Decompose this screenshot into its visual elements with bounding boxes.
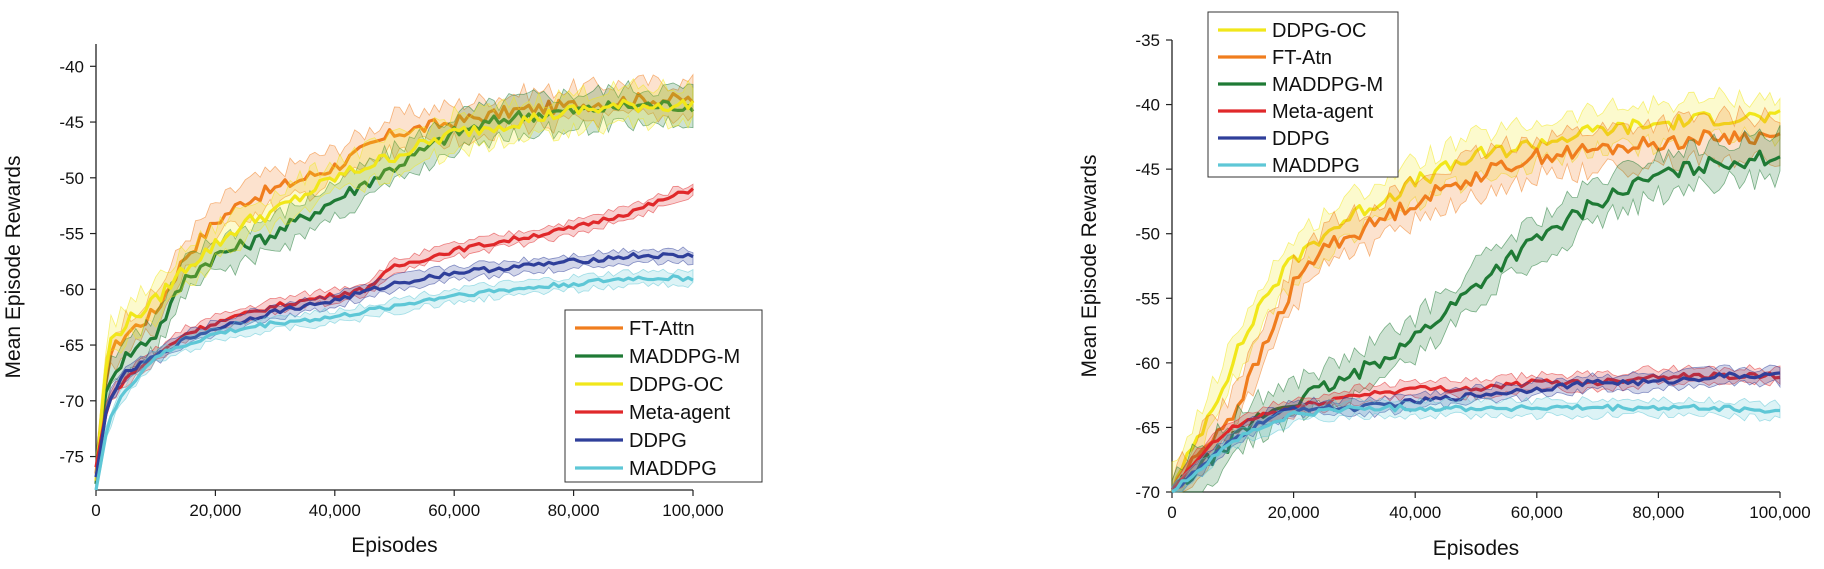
x-axis-title: Episodes [1433,537,1519,560]
x-tick-label: 20,000 [1268,503,1320,522]
y-tick-label: -70 [59,392,84,411]
x-tick-label: 40,000 [1389,503,1441,522]
series-line-ft-atn [1170,129,1781,493]
x-tick-label: 100,000 [662,501,723,520]
legend-label: DDPG-OC [629,374,723,396]
legend-label: Meta-agent [1272,101,1374,123]
x-tick-label: 0 [91,501,100,520]
chart-panel-2: -70 -65 -60 -55 -50 -45 -40 -35 0 20,000 40,000 60,… [1078,11,1811,560]
y-tick-label: -70 [1135,483,1160,502]
band-ddpg [95,246,694,486]
x-tick-label: 60,000 [1511,503,1563,522]
legend-label: DDPG [629,430,687,452]
legend-label: DDPG-OC [1272,20,1366,42]
x-axis-title: Episodes [351,534,437,557]
legend-label: MADDPG-M [629,346,740,368]
legend-label: DDPG [1272,128,1330,150]
legend-item-ddpg: DDPG [1218,128,1330,150]
legend: FT-Attn MADDPG-M DDPG-OC Meta-agent DDPG MADD… [564,309,763,483]
legend-item-meta-agent: Meta-agent [1218,101,1374,123]
x-tick-label: 0 [1167,503,1176,522]
chart-panel-1: -75 -70 -65 -60 -55 -50 -45 -40 0 20,000 40,000 60,… [2,44,763,557]
legend-item-ddpg-oc: DDPG-OC [1218,20,1366,42]
series-line-maddpg [1171,403,1781,494]
band-maddpg [95,268,694,491]
legend-item-maddpg: MADDPG [1218,155,1360,177]
legend-label: MADDPG-M [1272,74,1383,96]
y-tick-label: -60 [1135,354,1160,373]
y-tick-label: -35 [1135,31,1160,50]
legend-label: MADDPG [629,458,717,480]
legend-item-ddpg: DDPG [575,430,687,452]
y-tick-label: -65 [1135,418,1160,437]
y-tick-label: -45 [1135,160,1160,179]
series-line-ddpg-oc [94,98,695,481]
legend-label: MADDPG [1272,155,1360,177]
x-tick-label: 80,000 [548,501,600,520]
y-tick-label: -40 [59,57,84,76]
legend-item-maddpg: MADDPG [575,458,717,480]
y-tick-label: -75 [59,448,84,467]
y-tick-label: -55 [1135,289,1160,308]
x-tick-label: 60,000 [428,501,480,520]
y-tick-label: -55 [59,225,84,244]
series-line-ddpg-oc [1170,109,1781,493]
y-tick-label: -65 [59,336,84,355]
legend-item-ddpg-oc: DDPG-OC [575,374,723,396]
legend-label: Meta-agent [629,402,731,424]
y-tick-label: -50 [1135,225,1160,244]
series-line-maddpg [94,274,694,491]
band-maddpg-m [1171,125,1781,493]
y-tick-label: -60 [59,280,84,299]
band-ddpg [1171,364,1781,493]
legend-label: FT-Atn [1272,47,1332,69]
y-tick-label: -45 [59,113,84,132]
legend-label: FT-Attn [629,318,695,340]
series-line-ddpg [94,252,694,478]
x-tick-label: 20,000 [189,501,241,520]
legend-item-maddpg-m: MADDPG-M [575,346,740,368]
series-line-ft-attn [94,92,695,474]
x-tick-label: 80,000 [1632,503,1684,522]
legend-item-ft-attn: FT-Attn [575,318,695,340]
legend: DDPG-OC FT-Atn MADDPG-M Meta-agent DDPG MADDP… [1207,11,1399,178]
y-axis-title: Mean Episode Rewards [2,156,25,379]
y-tick-label: -40 [1135,96,1160,115]
legend-box [1207,11,1399,178]
y-axis-title: Mean Episode Rewards [1078,155,1101,378]
legend-box [564,309,763,483]
legend-item-meta-agent: Meta-agent [575,402,731,424]
series-line-meta-agent [94,187,695,468]
x-tick-label: 100,000 [1749,503,1810,522]
legend-item-ft-atn: FT-Atn [1218,47,1332,69]
band-maddpg [1171,396,1781,493]
series-line-meta-agent [1170,371,1781,492]
y-tick-label: -50 [59,169,84,188]
series-line-maddpg-m [1171,149,1781,492]
x-tick-label: 40,000 [309,501,361,520]
legend-item-maddpg-m: MADDPG-M [1218,74,1383,96]
